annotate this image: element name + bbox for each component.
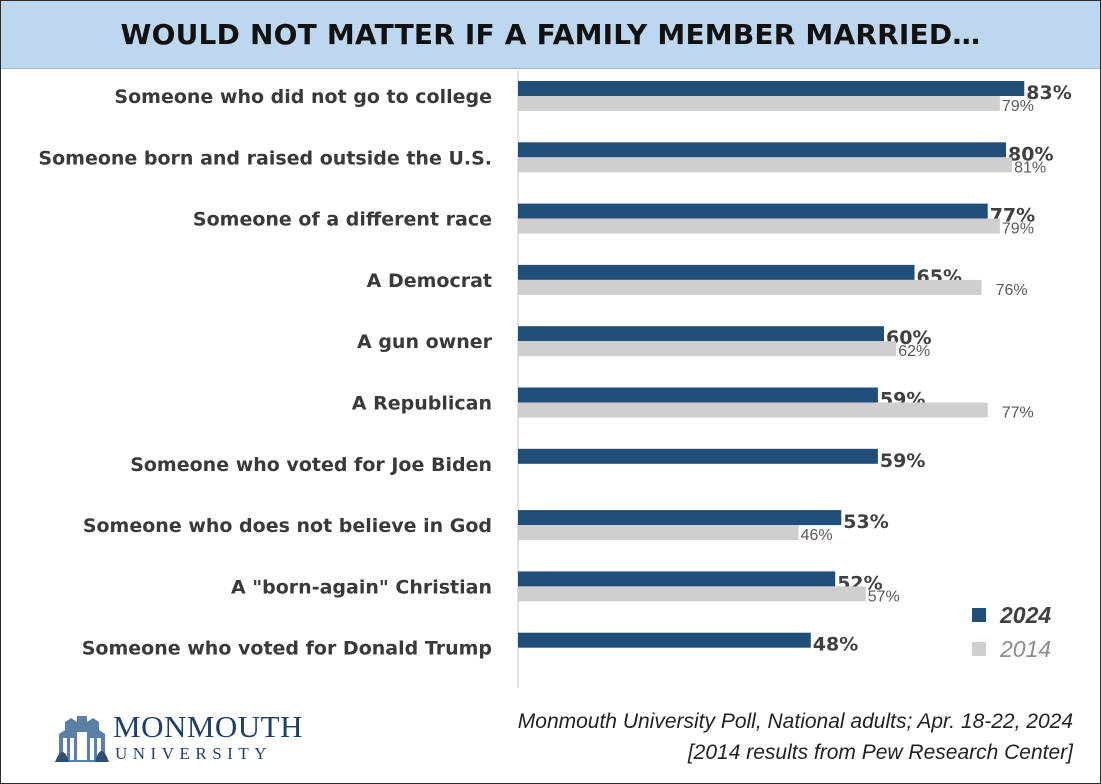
category-label: Someone who voted for Donald Trump	[82, 638, 492, 660]
title-bar: WOULD NOT MATTER IF A FAMILY MEMBER MARR…	[1, 1, 1100, 69]
university-logo: MONMOUTH UNIVERSITY	[55, 710, 305, 766]
value-label-2014: 46%	[801, 527, 833, 544]
bar-2024	[518, 264, 915, 280]
category-label: Someone who does not believe in God	[83, 515, 492, 537]
category-label: A "born-again" Christian	[231, 576, 492, 598]
value-label-2024: 80%	[1008, 143, 1053, 165]
value-label-2024: 77%	[990, 205, 1035, 227]
value-label-2024: 59%	[880, 450, 925, 472]
value-label-2014: 79%	[1002, 221, 1034, 238]
bar-2024	[518, 142, 1006, 158]
bar-2014	[518, 586, 866, 602]
bar-2014	[518, 341, 897, 357]
category-label: Someone who did not go to college	[114, 86, 492, 108]
bar-2024	[518, 571, 836, 587]
value-label-2014: 81%	[1014, 159, 1046, 176]
source-note: Monmouth University Poll, National adult…	[518, 706, 1073, 768]
category-label: A Democrat	[367, 270, 492, 292]
bar-2024	[518, 81, 1025, 96]
bar-2014	[518, 525, 799, 541]
logo-wordmark: MONMOUTH	[113, 709, 303, 744]
category-label: Someone born and raised outside the U.S.	[38, 147, 492, 169]
value-label-2024: 53%	[843, 511, 888, 533]
category-label: Someone who voted for Joe Biden	[130, 454, 492, 476]
value-label-2024: 60%	[886, 327, 931, 349]
bar-2024	[518, 510, 842, 526]
bar-2014	[518, 96, 1000, 111]
legend-swatch-2024	[972, 608, 986, 622]
chart-title: WOULD NOT MATTER IF A FAMILY MEMBER MARR…	[120, 18, 981, 51]
value-label-2014: 79%	[1002, 98, 1034, 115]
category-label: Someone of a different race	[193, 209, 492, 231]
category-label: A Republican	[352, 393, 492, 415]
logo-subtitle: UNIVERSITY	[115, 744, 272, 763]
bar-2024	[518, 387, 878, 403]
bar-2024	[518, 203, 988, 219]
bar-2014	[518, 402, 988, 418]
value-label-2024: 83%	[1026, 82, 1071, 104]
source-line-1: Monmouth University Poll, National adult…	[517, 710, 1073, 733]
bar-2014	[518, 157, 1013, 173]
bar-2014	[518, 218, 1000, 234]
legend-label-2014: 2014	[999, 636, 1051, 662]
value-label-2014: 57%	[868, 588, 900, 605]
value-label-2014: 77%	[1002, 405, 1034, 422]
bar-2024	[518, 448, 878, 464]
building-icon	[55, 712, 109, 764]
bar-2024	[518, 326, 884, 342]
value-label-2014: 62%	[898, 343, 930, 360]
value-label-2024: 48%	[813, 634, 858, 656]
legend-swatch-2014	[972, 642, 986, 656]
bar-2024	[518, 632, 811, 648]
legend-label-2024: 2024	[999, 602, 1051, 628]
value-label-2014: 76%	[996, 282, 1028, 299]
category-label: A gun owner	[357, 331, 493, 353]
source-line-2: [2014 results from Pew Research Center]	[687, 741, 1073, 764]
bar-2014	[518, 279, 982, 295]
